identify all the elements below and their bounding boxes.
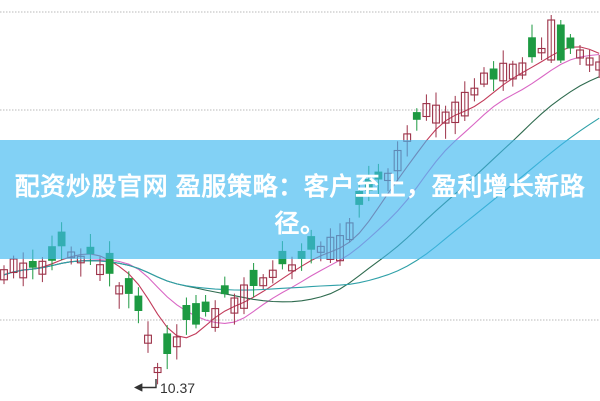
svg-text:10.37: 10.37 xyxy=(160,380,195,396)
